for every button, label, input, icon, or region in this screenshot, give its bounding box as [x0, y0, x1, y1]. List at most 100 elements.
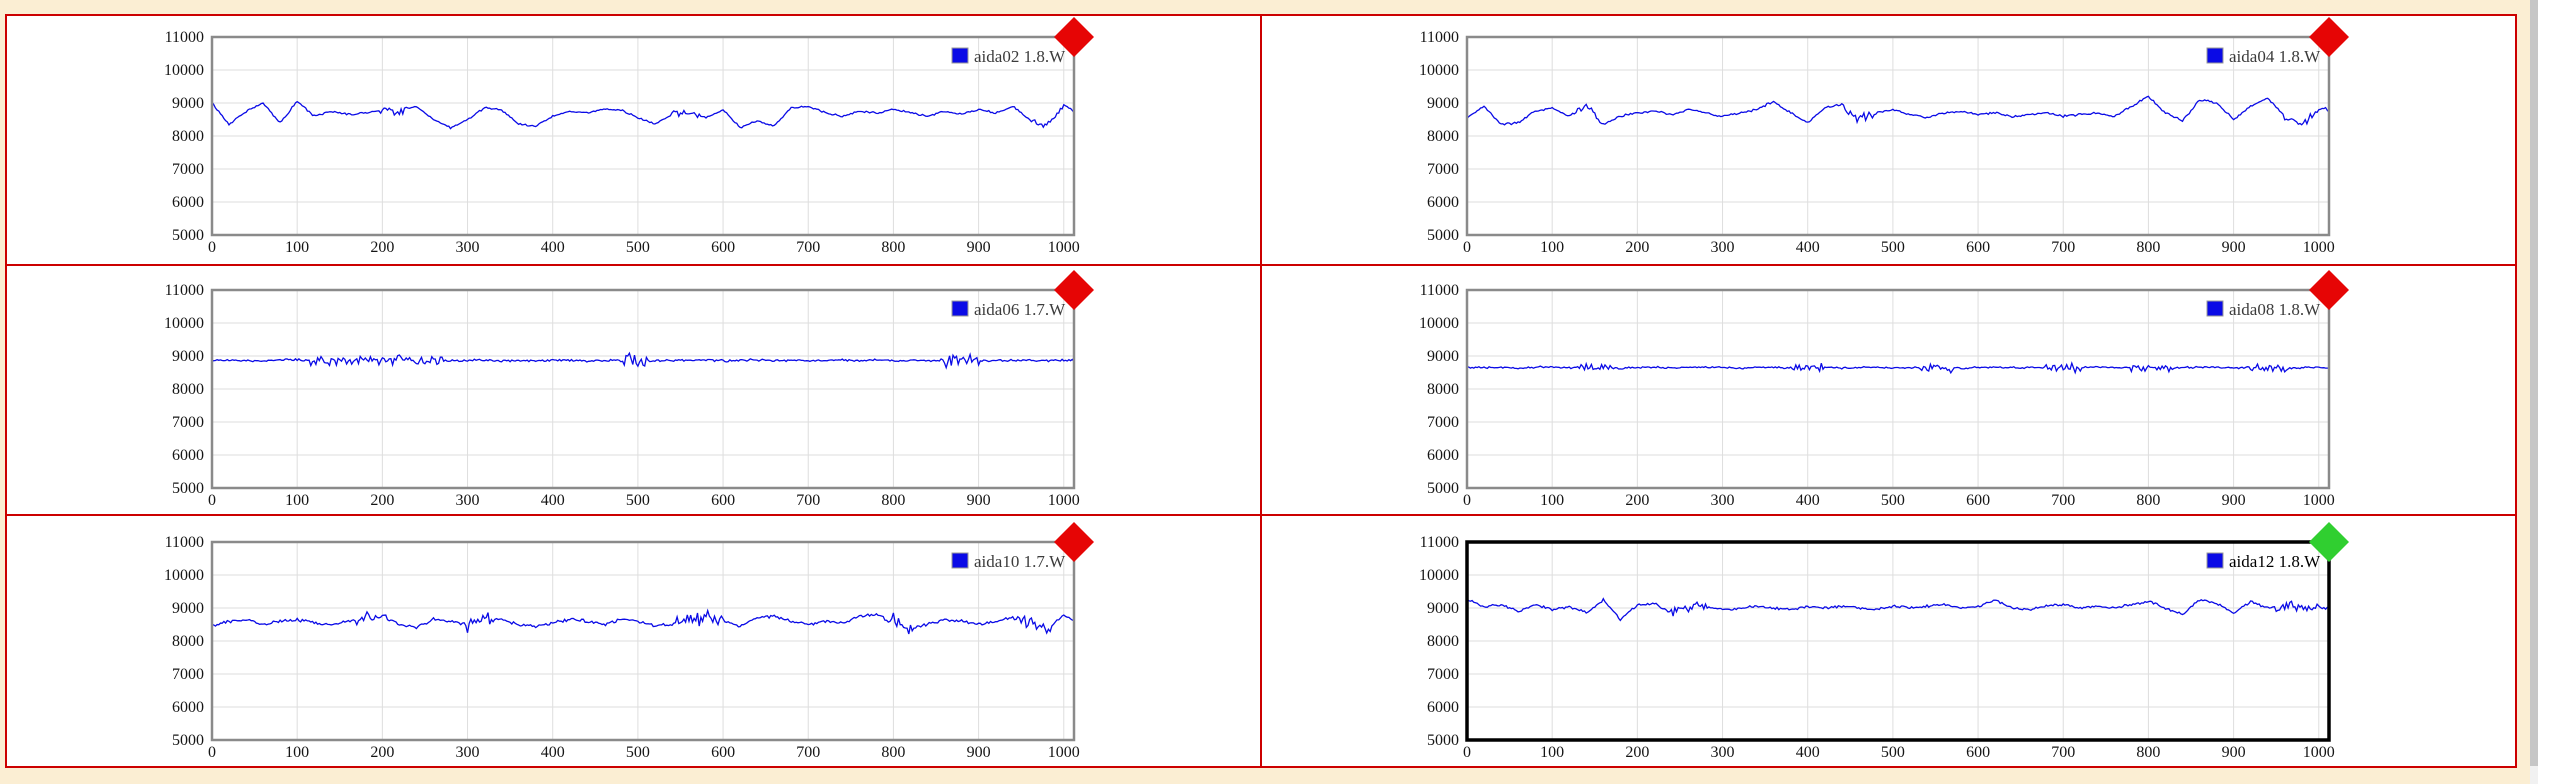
vertical-scrollbar-track[interactable]: [2530, 0, 2538, 784]
legend-swatch-icon: [2206, 300, 2224, 317]
plot-border: [210, 35, 1076, 237]
x-tick-label: 800: [2136, 744, 2160, 761]
y-tick-label: 7000: [172, 666, 204, 683]
x-tick-label: 600: [1966, 492, 1990, 509]
y-tick-label: 5000: [1427, 732, 1459, 749]
x-tick-label: 400: [1796, 239, 1820, 256]
x-tick-label: 300: [456, 744, 480, 761]
x-tick-label: 900: [967, 239, 991, 256]
y-tick-label: 5000: [1427, 227, 1459, 244]
y-tick-label: 10000: [1419, 315, 1459, 332]
red-diamond-status-icon: [1054, 522, 1094, 562]
x-tick-label: 0: [1463, 492, 1471, 509]
chart-svg-aida06: aida06 1.7.W5000600070008000900010000110…: [164, 270, 1094, 509]
chart-svg-aida04: aida04 1.8.W5000600070008000900010000110…: [1419, 17, 2349, 256]
x-tick-label: 200: [370, 492, 394, 509]
x-tick-label: 1000: [1048, 239, 1080, 256]
plot-border: [1465, 35, 2331, 237]
x-tick-label: 100: [1540, 492, 1564, 509]
x-tick-label: 400: [1796, 492, 1820, 509]
charts-grid-frame: aida02 1.8.W 5000 6000 7000 8000 9000 10000 110…: [5, 14, 2517, 768]
legend-swatch-icon: [951, 47, 969, 64]
series-line-aida08: [1466, 361, 2330, 375]
y-tick-label: 11000: [1420, 282, 1459, 299]
x-tick-label: 200: [1625, 239, 1649, 256]
chart-panel-aida06[interactable]: aida06 1.7.W 5000 6000 7000 8000 9000 10000 110…: [7, 266, 1260, 514]
x-tick-label: 700: [796, 492, 820, 509]
x-tick-label: 300: [456, 239, 480, 256]
y-tick-label: 6000: [1427, 699, 1459, 716]
series-line-aida04: [1466, 95, 2330, 126]
y-tick-label: 6000: [172, 699, 204, 716]
chart-panel-aida02[interactable]: aida02 1.8.W 5000 6000 7000 8000 9000 10000 110…: [7, 16, 1260, 264]
x-tick-label: 400: [541, 239, 565, 256]
x-tick-label: 800: [881, 239, 905, 256]
x-tick-label: 300: [456, 492, 480, 509]
y-tick-label: 6000: [172, 194, 204, 211]
x-tick-label: 1000: [1048, 492, 1080, 509]
series-line-aida02: [211, 100, 1075, 130]
y-tick-label: 9000: [172, 95, 204, 112]
x-tick-label: 0: [208, 239, 216, 256]
y-tick-label: 11000: [165, 282, 204, 299]
y-tick-label: 5000: [172, 732, 204, 749]
y-tick-label: 9000: [1427, 600, 1459, 617]
x-tick-label: 800: [881, 492, 905, 509]
x-tick-label: 900: [967, 492, 991, 509]
x-tick-label: 100: [285, 239, 309, 256]
y-tick-label: 9000: [172, 600, 204, 617]
x-tick-label: 0: [208, 492, 216, 509]
y-tick-label: 7000: [172, 161, 204, 178]
y-tick-label: 7000: [1427, 414, 1459, 431]
plot-border: [1465, 288, 2331, 490]
x-tick-label: 500: [1881, 239, 1905, 256]
y-tick-label: 6000: [1427, 447, 1459, 464]
legend-label: aida06 1.7.W: [974, 300, 1066, 319]
chart-panel-aida08[interactable]: aida08 1.8.W 5000 6000 7000 8000 9000 10000 110…: [1262, 266, 2515, 514]
plot-border: [210, 288, 1076, 490]
y-tick-label: 5000: [172, 227, 204, 244]
x-tick-label: 400: [1796, 744, 1820, 761]
x-tick-label: 500: [1881, 744, 1905, 761]
x-tick-label: 1000: [1048, 744, 1080, 761]
right-gutter: [2538, 0, 2560, 784]
vertical-scrollbar-thumb[interactable]: [2530, 0, 2538, 766]
chart-panel-aida04[interactable]: aida04 1.8.W 5000 6000 7000 8000 9000 10000 110…: [1262, 16, 2515, 264]
x-tick-label: 600: [1966, 744, 1990, 761]
x-tick-label: 800: [881, 744, 905, 761]
y-tick-label: 7000: [1427, 666, 1459, 683]
x-tick-label: 500: [626, 492, 650, 509]
x-tick-label: 900: [967, 744, 991, 761]
y-tick-label: 10000: [164, 567, 204, 584]
x-tick-label: 800: [2136, 492, 2160, 509]
x-tick-label: 300: [1711, 492, 1735, 509]
legend-swatch-icon: [2206, 47, 2224, 64]
legend-swatch-icon: [951, 300, 969, 317]
y-tick-label: 5000: [172, 480, 204, 497]
y-tick-label: 5000: [1427, 480, 1459, 497]
x-tick-label: 600: [1966, 239, 1990, 256]
x-tick-label: 300: [1711, 744, 1735, 761]
x-tick-label: 800: [2136, 239, 2160, 256]
y-tick-label: 11000: [1420, 534, 1459, 551]
series-line-aida12: [1466, 597, 2330, 622]
y-tick-label: 11000: [1420, 29, 1459, 46]
x-tick-label: 700: [2051, 239, 2075, 256]
x-tick-label: 1000: [2303, 239, 2335, 256]
x-tick-label: 0: [1463, 239, 1471, 256]
series-line-aida06: [211, 351, 1075, 370]
red-diamond-status-icon: [2309, 17, 2349, 57]
y-tick-label: 9000: [1427, 348, 1459, 365]
chart-panel-aida12[interactable]: aida12 1.8.W 5000 6000 7000 8000 9000 10000 110…: [1262, 516, 2515, 766]
y-tick-label: 8000: [172, 128, 204, 145]
x-tick-label: 100: [285, 492, 309, 509]
x-tick-label: 400: [541, 492, 565, 509]
y-tick-label: 11000: [165, 29, 204, 46]
legend-label: aida08 1.8.W: [2229, 300, 2321, 319]
x-tick-label: 600: [711, 239, 735, 256]
chart-panel-aida10[interactable]: aida10 1.7.W 5000 6000 7000 8000 9000 10000 110…: [7, 516, 1260, 766]
x-tick-label: 300: [1711, 239, 1735, 256]
x-tick-label: 500: [1881, 492, 1905, 509]
series-line-aida10: [211, 608, 1075, 635]
x-tick-label: 200: [1625, 744, 1649, 761]
